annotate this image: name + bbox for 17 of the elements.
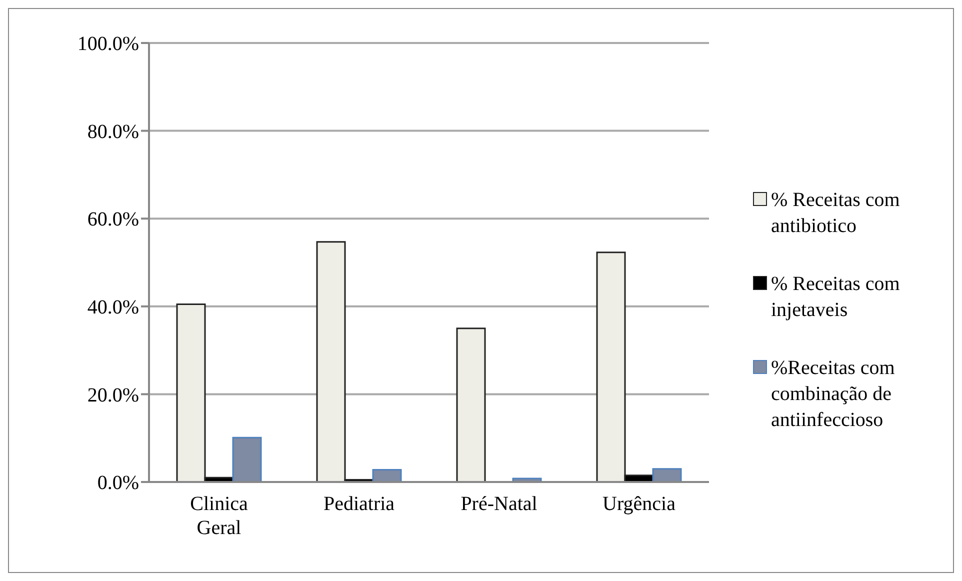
bar: [652, 468, 682, 482]
x-tick-label: Pré-Natal: [460, 493, 538, 515]
bar: [456, 328, 486, 482]
legend-label: %Receitas com combinação de antiinfeccioso: [771, 356, 896, 433]
legend-label: % Receitas com injetaveis: [771, 272, 901, 323]
bar: [372, 468, 402, 482]
x-tick-label: Clinica Geral: [190, 493, 248, 539]
legend-label: % Receitas com antibiotico: [771, 188, 901, 239]
bar: [232, 436, 262, 482]
y-tick-label: 80.0%: [87, 120, 139, 143]
y-tick-label: 20.0%: [87, 384, 139, 406]
x-tick-label: Urgência: [602, 493, 676, 515]
x-tick-label: Pediatria: [323, 493, 395, 515]
y-tick-label: 100.0%: [77, 33, 139, 56]
y-tick-label: 40.0%: [87, 296, 139, 318]
y-tick-label: 60.0%: [87, 208, 139, 231]
y-tick-label: 0.0%: [97, 472, 139, 494]
